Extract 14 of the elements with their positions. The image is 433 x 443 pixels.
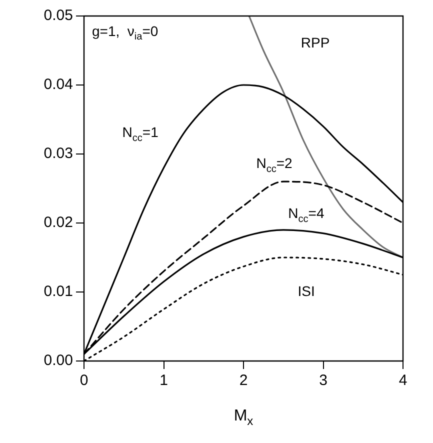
y-tick-label: 0.00 <box>44 352 73 370</box>
y-tick-label: 0.03 <box>44 145 73 162</box>
text: RPP <box>300 34 330 50</box>
y-tick-label: 0.04 <box>44 76 73 94</box>
y-tick-label: 0.05 <box>44 7 73 24</box>
y-tick-label: 0.02 <box>44 214 73 232</box>
x-tick-label: 2 <box>239 372 248 390</box>
x-tick-label: 3 <box>319 372 328 390</box>
x-tick-label: 0 <box>80 372 88 390</box>
line-series <box>248 16 403 258</box>
series-label: ISI <box>298 282 315 299</box>
x-tick-label: 1 <box>160 372 168 390</box>
y-tick-label: 0.01 <box>44 283 73 300</box>
x-tick-label: 4 <box>398 372 408 390</box>
